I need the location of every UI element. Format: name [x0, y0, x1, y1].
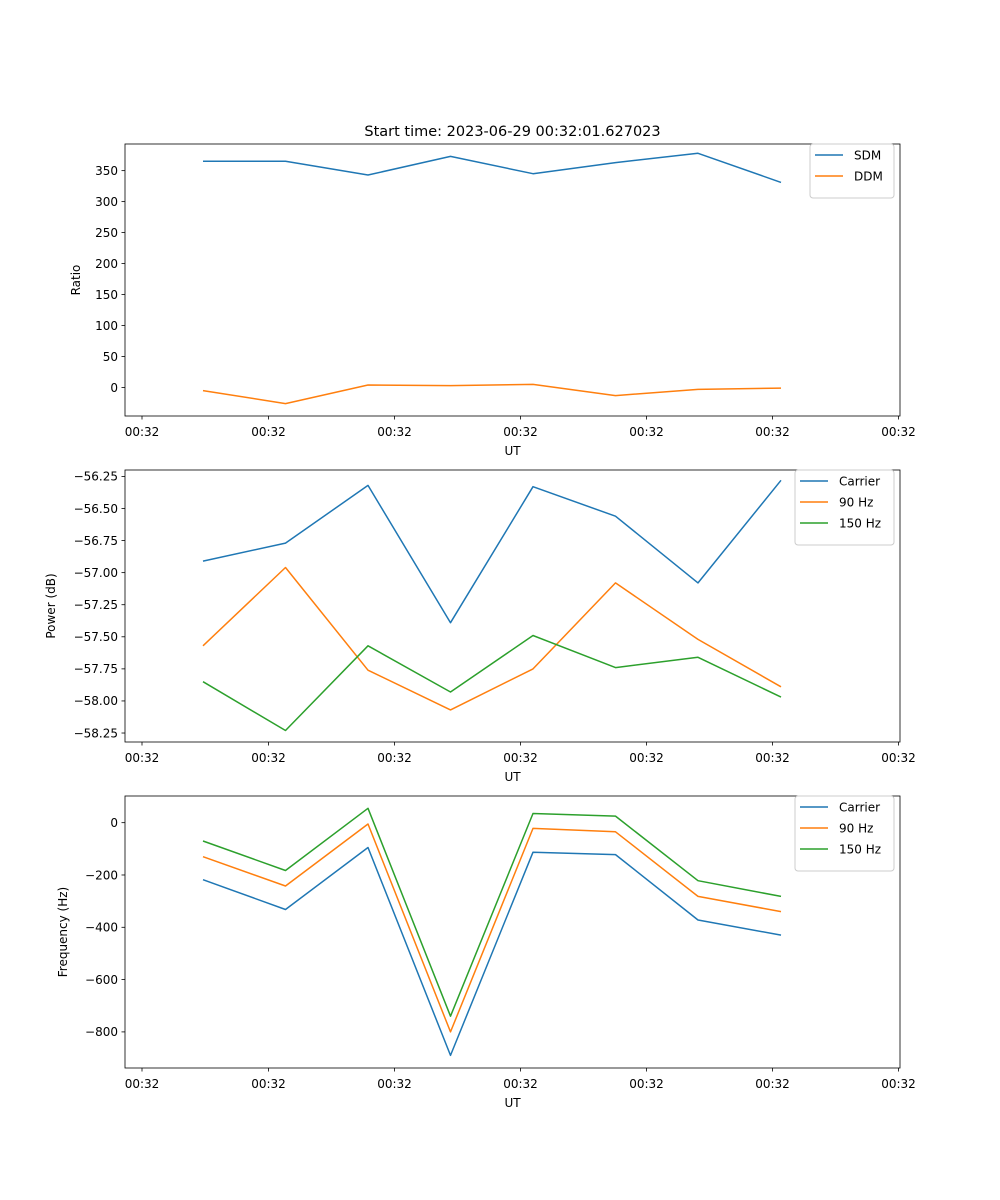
series-line-carrier: [202, 846, 782, 1057]
chart-panel-3: −800 −600 −400 −200 0 00:32 00:32 00:32 00:32 00:…: [56, 795, 916, 1110]
y-tick-label: 200: [95, 257, 118, 271]
x-tick-label: 00:32: [503, 751, 538, 765]
series-line-90-hz: [202, 566, 782, 711]
y-tick-label: −56.50: [74, 502, 118, 516]
y-axis-label: Ratio: [69, 265, 83, 296]
series-line-sdm: [203, 152, 782, 184]
legend-entry: 150 Hz: [839, 842, 881, 856]
x-tick-label: 00:32: [125, 1077, 160, 1091]
x-tick-label: 00:32: [251, 425, 286, 439]
y-tick-label: −57.00: [74, 566, 118, 580]
x-tick-label: 00:32: [755, 1077, 790, 1091]
plot-frame: [124, 795, 901, 1069]
y-tick-label: −800: [85, 1025, 118, 1039]
legend-box: [809, 143, 895, 199]
legend-box: [794, 469, 895, 546]
y-tick-label: 0: [110, 381, 118, 395]
x-tick-label: 00:32: [629, 425, 664, 439]
legend-entry: DDM: [854, 169, 883, 183]
y-tick-label: −57.75: [74, 662, 118, 676]
y-tick-label: 50: [103, 350, 118, 364]
x-tick-label: 00:32: [629, 1077, 664, 1091]
y-tick-label: −400: [85, 921, 118, 935]
y-tick-label: −600: [85, 973, 118, 987]
chart-title: Start time: 2023-06-29 00:32:01.627023: [364, 124, 660, 140]
y-tick-label: −56.25: [74, 470, 118, 484]
x-axis-label: UT: [504, 444, 521, 458]
x-tick-label: 00:32: [377, 1077, 412, 1091]
x-tick-label: 00:32: [251, 751, 286, 765]
series-line-carrier: [202, 479, 782, 624]
legend-entry: SDM: [854, 148, 881, 162]
legend: Carrier 90 Hz 150 Hz: [794, 469, 895, 546]
legend-entry: 90 Hz: [839, 821, 873, 835]
x-tick-label: 00:32: [125, 425, 160, 439]
x-tick-label: 00:32: [503, 425, 538, 439]
y-tick-label: −58.25: [74, 726, 118, 740]
y-tick-label: 250: [95, 226, 118, 240]
x-tick-label: 00:32: [755, 425, 790, 439]
x-tick-label: 00:32: [881, 425, 916, 439]
x-tick-label: 00:32: [125, 751, 160, 765]
chart-panel-1: 0 50 100 150 200 250 300 350 00:32 00:32 00:32 00:3…: [69, 143, 916, 458]
y-tick-label: −57.25: [74, 598, 118, 612]
x-tick-label: 00:32: [629, 751, 664, 765]
plot-frame: [124, 469, 901, 743]
y-tick-label: −58.00: [74, 694, 118, 708]
y-axis-label: Power (dB): [44, 573, 58, 638]
x-tick-label: 00:32: [377, 751, 412, 765]
y-tick-label: 350: [95, 164, 118, 178]
y-tick-label: 300: [95, 195, 118, 209]
y-tick-label: −200: [85, 868, 118, 882]
x-axis-label: UT: [504, 1096, 521, 1110]
y-tick-label: 100: [95, 319, 118, 333]
x-tick-label: 00:32: [881, 751, 916, 765]
y-tick-label: −57.50: [74, 630, 118, 644]
y-tick-label: 150: [95, 288, 118, 302]
legend-box: [794, 795, 895, 872]
legend-entry: Carrier: [839, 474, 880, 488]
legend: SDM DDM: [809, 143, 895, 199]
x-tick-label: 00:32: [755, 751, 790, 765]
y-tick-label: −56.75: [74, 534, 118, 548]
series-line-90-hz: [202, 823, 782, 1033]
x-tick-label: 00:32: [503, 1077, 538, 1091]
series-line-ddm: [202, 383, 782, 405]
series-line-150-hz: [202, 807, 782, 1017]
legend-entry: Carrier: [839, 800, 880, 814]
plot-frame: [124, 143, 901, 417]
y-axis-label: Frequency (Hz): [56, 887, 70, 978]
legend-entry: 90 Hz: [839, 495, 873, 509]
legend-entry: 150 Hz: [839, 516, 881, 530]
x-tick-label: 00:32: [377, 425, 412, 439]
x-tick-label: 00:32: [881, 1077, 916, 1091]
legend: Carrier 90 Hz 150 Hz: [794, 795, 895, 872]
chart-panel-2: −58.25 −58.00 −57.75 −57.50 −57.25 −57.00 −56.…: [44, 469, 916, 784]
y-tick-label: 0: [110, 816, 118, 830]
x-axis-label: UT: [504, 770, 521, 784]
series-line-150-hz: [202, 634, 782, 732]
x-tick-label: 00:32: [251, 1077, 286, 1091]
